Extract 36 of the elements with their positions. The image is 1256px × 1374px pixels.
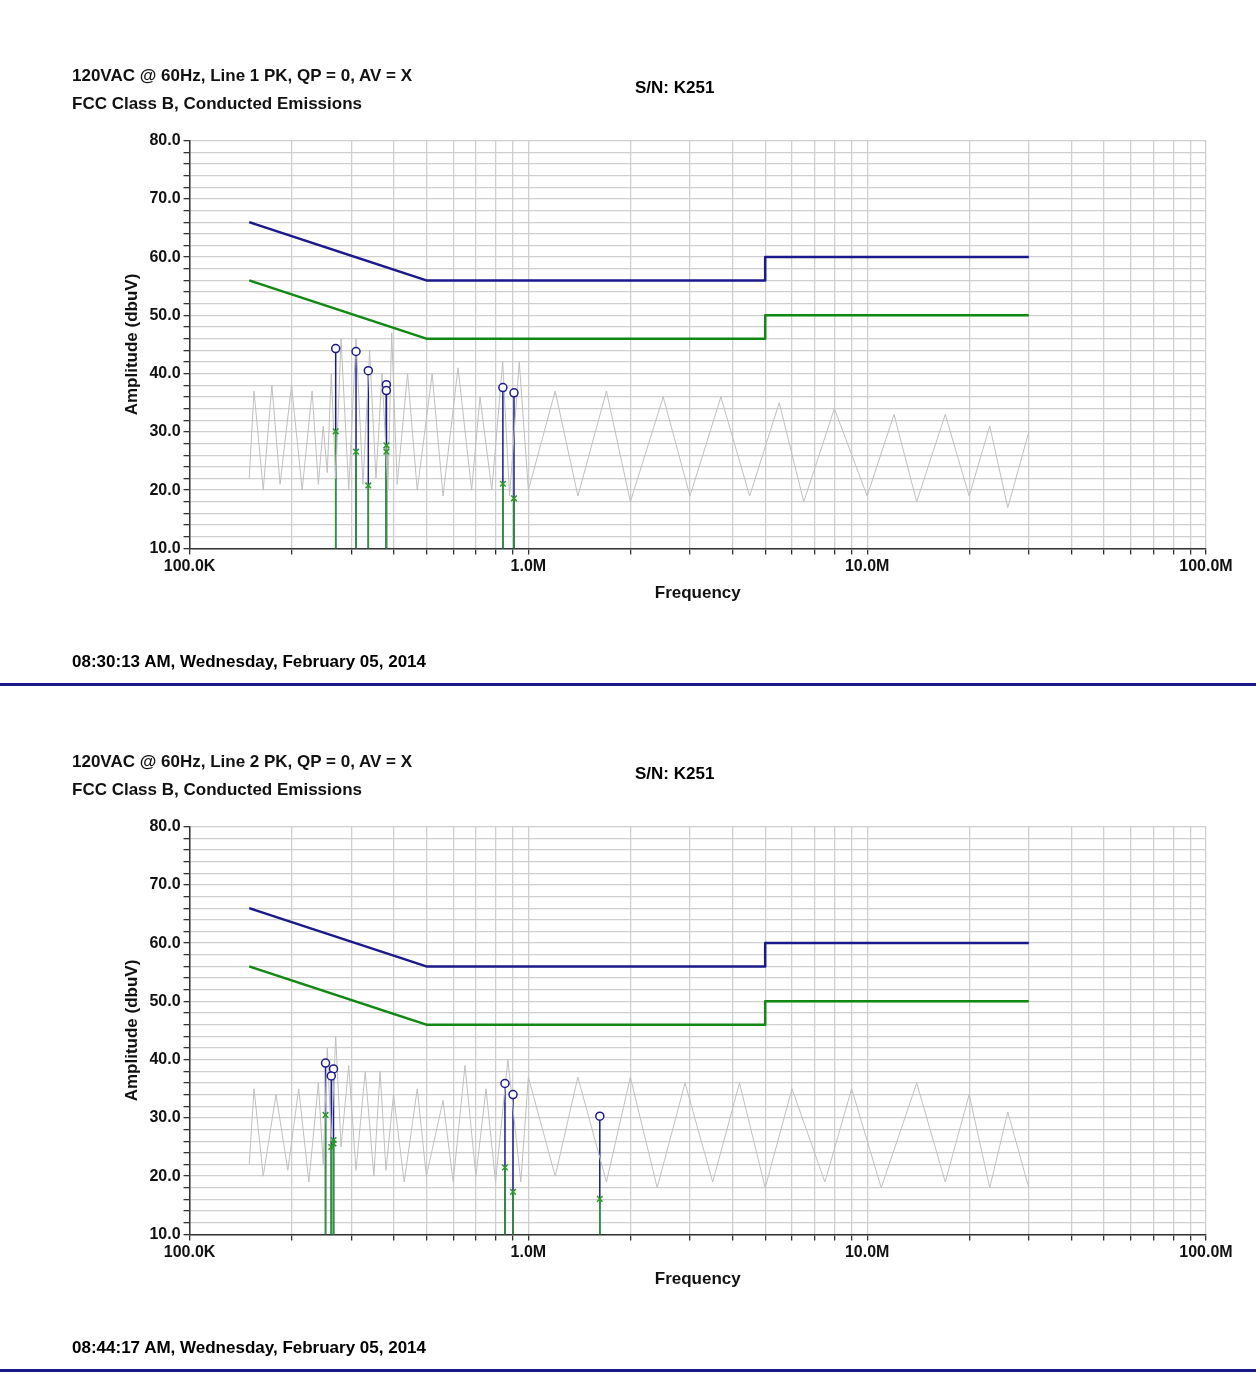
y-tick-label: 40.0 xyxy=(149,1050,181,1068)
x-tick-label: 1.0M xyxy=(510,1243,547,1261)
y-tick-label: 30.0 xyxy=(149,1108,181,1126)
y-tick-label: 80.0 xyxy=(149,817,181,835)
y-tick-label: 20.0 xyxy=(149,480,181,498)
y-tick-label: 10.0 xyxy=(149,538,181,556)
x-tick-label: 100.0M xyxy=(1179,1243,1233,1261)
y-tick-label: 50.0 xyxy=(149,991,181,1009)
x-tick-label: 100.0M xyxy=(1179,557,1233,575)
x-axis-title: Frequency xyxy=(654,1269,742,1289)
text: 08:30:13 AM, Wednesday, February 05, 2014 xyxy=(72,652,427,672)
y-axis-title: Amplitude (dbuV) xyxy=(121,959,141,1102)
chart-title: 120VAC @ 60Hz, Line 1 PK, QP = 0, AV = X xyxy=(72,66,413,86)
y-tick-label: 70.0 xyxy=(149,875,181,893)
x-tick-label: 10.0M xyxy=(844,1243,890,1261)
y-tick-label: 50.0 xyxy=(149,305,181,323)
x-tick-label: 1.0M xyxy=(510,557,547,575)
y-axis-title: Amplitude (dbuV) xyxy=(121,273,141,416)
chart-subtitle: FCC Class B, Conducted Emissions xyxy=(72,94,362,114)
x-tick-label: 100.0K xyxy=(163,557,216,575)
y-tick-label: 30.0 xyxy=(149,422,181,440)
text: S/N: K251 xyxy=(635,78,715,98)
y-tick-label: 70.0 xyxy=(149,189,181,207)
chart-title: 120VAC @ 60Hz, Line 2 PK, QP = 0, AV = X xyxy=(72,752,413,772)
chart-subtitle: FCC Class B, Conducted Emissions xyxy=(72,780,362,800)
text: S/N: K251 xyxy=(635,764,715,784)
text: 08:44:17 AM, Wednesday, February 05, 2014 xyxy=(72,1338,427,1358)
y-tick-label: 60.0 xyxy=(149,247,181,265)
y-tick-label: 40.0 xyxy=(149,364,181,382)
y-tick-label: 20.0 xyxy=(149,1166,181,1184)
x-axis-title: Frequency xyxy=(654,583,742,603)
y-tick-label: 10.0 xyxy=(149,1224,181,1242)
x-tick-label: 100.0K xyxy=(163,1243,216,1261)
y-tick-label: 80.0 xyxy=(149,131,181,149)
y-tick-label: 60.0 xyxy=(149,933,181,951)
x-tick-label: 10.0M xyxy=(844,557,890,575)
